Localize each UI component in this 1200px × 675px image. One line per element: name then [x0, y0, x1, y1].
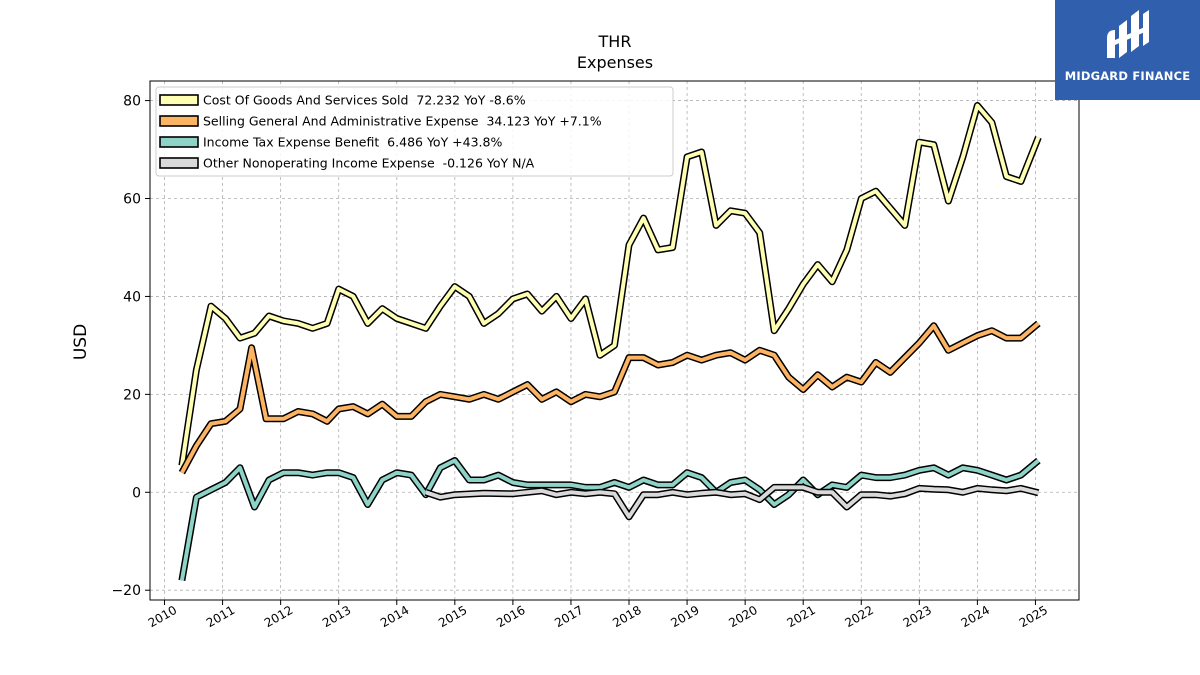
legend-swatch — [159, 94, 199, 106]
chart-title: THR — [598, 32, 632, 51]
series-line — [179, 103, 1041, 466]
x-tick-label: 2017 — [552, 603, 585, 630]
chart-subtitle: Expenses — [577, 53, 653, 72]
y-tick-label: 40 — [123, 289, 141, 305]
series-lines — [178, 102, 1042, 582]
legend-swatch — [159, 115, 199, 127]
legend-entry: Selling General And Administrative Expen… — [203, 114, 602, 129]
x-tick-label: 2020 — [726, 603, 759, 630]
x-tick-label: 2010 — [146, 603, 179, 630]
x-tick-label: 2011 — [204, 603, 237, 630]
legend-box — [155, 86, 674, 177]
y-axis-label: USD — [71, 324, 91, 360]
x-tick-label: 2022 — [843, 603, 876, 630]
plot-frame — [149, 80, 1080, 601]
x-tick-label: 2018 — [610, 603, 643, 630]
y-tick-label: 80 — [123, 94, 141, 110]
series-line — [180, 321, 1040, 474]
x-tick-label: 2021 — [784, 603, 817, 630]
legend-entry: Income Tax Expense Benefit 6.486 YoY +43… — [203, 135, 502, 150]
series-line — [425, 485, 1039, 519]
legend-entry: Other Nonoperating Income Expense -0.126… — [203, 156, 535, 171]
x-tick-label: 2024 — [959, 603, 992, 630]
x-tick-label: 2014 — [378, 603, 411, 630]
legend: Cost Of Goods And Services Sold 72.232 Y… — [155, 86, 674, 177]
legend-swatch — [159, 136, 199, 148]
x-tick-label: 2013 — [320, 603, 353, 630]
y-tick-label: 60 — [123, 192, 141, 208]
brand-logo: MIDGARD FINANCE — [1055, 0, 1200, 100]
legend-entry: Cost Of Goods And Services Sold 72.232 Y… — [203, 93, 526, 108]
y-tick-label: −20 — [111, 583, 141, 599]
x-tick-label: 2023 — [901, 603, 934, 630]
x-tick-label: 2012 — [262, 603, 295, 630]
x-tick-label: 2015 — [436, 603, 469, 630]
y-tick-label: 0 — [132, 485, 141, 501]
y-axis: −20 0 20 40 60 80 — [111, 94, 150, 599]
legend-swatch — [159, 157, 199, 169]
y-tick-label: 20 — [123, 387, 141, 403]
x-tick-label: 2025 — [1017, 603, 1050, 630]
brand-name: MIDGARD FINANCE — [1064, 69, 1191, 83]
series-line-outline — [178, 457, 1041, 582]
series-line — [179, 458, 1040, 581]
brand-emblem-icon — [1107, 10, 1149, 58]
x-tick-label: 2019 — [668, 603, 701, 630]
x-axis: 2010 2011 2012 2013 2014 2015 2016 2017 2018 2019… — [146, 600, 1050, 630]
x-tick-label: 2016 — [494, 603, 527, 630]
